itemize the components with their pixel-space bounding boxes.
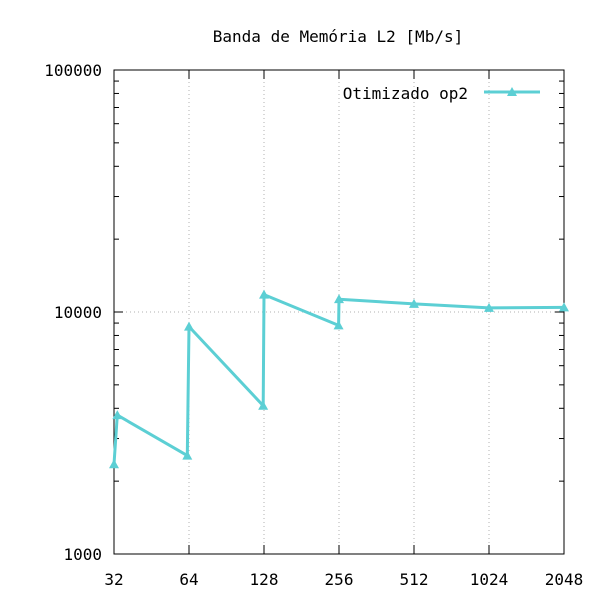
- y-tick-label: 10000: [54, 303, 102, 322]
- y-tick-label: 100000: [44, 61, 102, 80]
- x-tick-label: 128: [250, 570, 279, 589]
- data-point-marker: [109, 459, 119, 469]
- data-point-marker: [259, 289, 269, 299]
- chart-title: Banda de Memória L2 [Mb/s]: [213, 27, 463, 46]
- y-axis: 1000 10000 100000: [44, 61, 564, 564]
- data-point-marker: [559, 302, 569, 312]
- data-point-marker: [333, 320, 344, 330]
- x-axis: 32 64 128 256 512 1024 2048: [104, 70, 583, 589]
- data-point-marker: [112, 410, 123, 420]
- legend: Otimizado op2: [343, 84, 540, 103]
- legend-label-otimizado-op2: Otimizado op2: [343, 84, 468, 103]
- data-point-marker: [484, 302, 494, 312]
- y-tick-label: 1000: [63, 545, 102, 564]
- x-tick-label: 2048: [545, 570, 584, 589]
- data-point-marker: [409, 298, 419, 308]
- x-tick-label: 512: [400, 570, 429, 589]
- legend-marker-triangle: [507, 87, 517, 96]
- data-point-marker: [258, 400, 269, 410]
- data-point-marker: [182, 450, 193, 460]
- x-tick-label: 256: [325, 570, 354, 589]
- x-tick-label: 1024: [470, 570, 509, 589]
- data-point-marker: [334, 294, 344, 304]
- data-point-marker: [184, 321, 194, 331]
- x-tick-label: 32: [104, 570, 123, 589]
- x-tick-label: 64: [179, 570, 198, 589]
- series-layer: [109, 289, 569, 469]
